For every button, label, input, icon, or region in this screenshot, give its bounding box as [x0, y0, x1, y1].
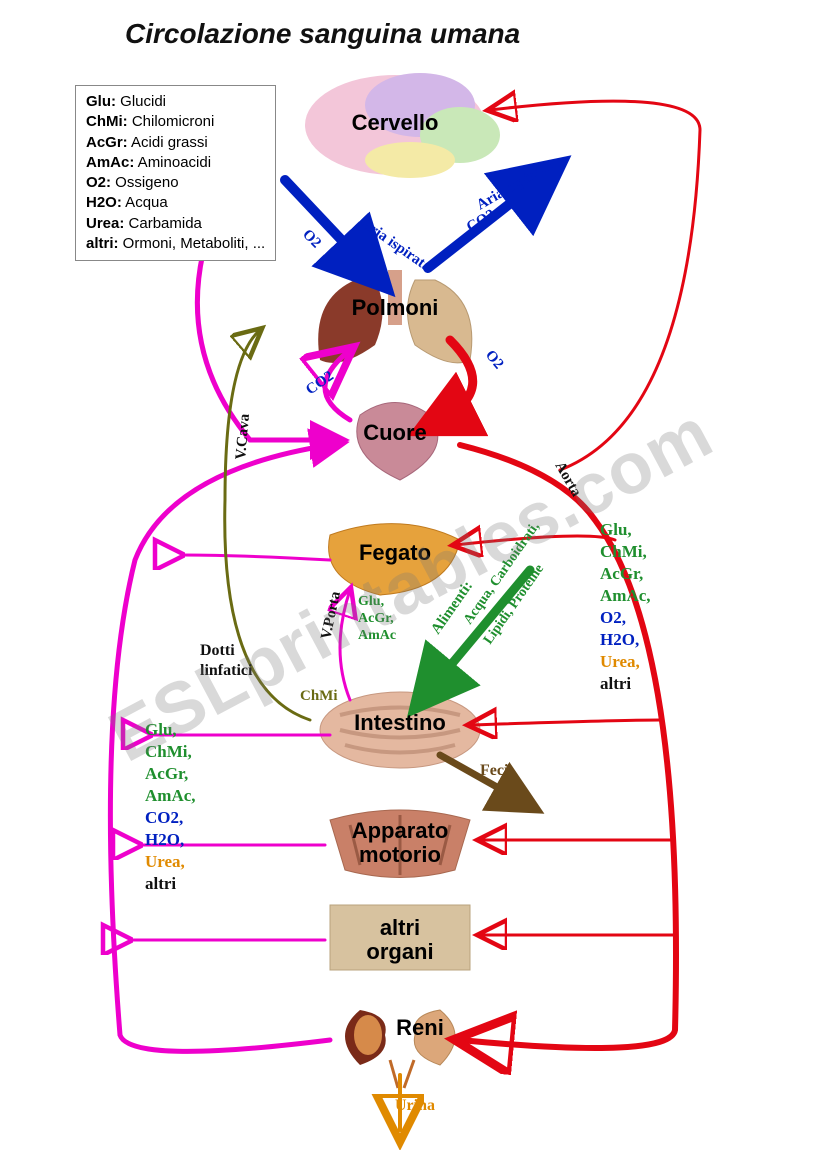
page-title: Circolazione sanguina umana	[125, 18, 520, 50]
right-stack-line: O2,	[600, 608, 626, 627]
legend-row: ChMi: Chilomicroni	[86, 112, 265, 132]
organ-label-intestino: Intestino	[354, 710, 446, 735]
legend-row: AmAc: Aminoacidi	[86, 153, 265, 173]
legend-row: Glu: Glucidi	[86, 92, 265, 112]
edge-label: AcGr,	[358, 611, 394, 626]
edge-label: Urina	[395, 1097, 435, 1114]
organ-label-reni: Reni	[396, 1015, 444, 1040]
arrow-vporta	[340, 590, 350, 700]
left-stack-line: Urea,	[145, 852, 185, 871]
organ-label-altri: altri	[380, 915, 420, 940]
edge-label: Glu,	[358, 594, 384, 609]
edge-label: ChMi	[300, 688, 338, 704]
organ-label-cuore: Cuore	[363, 420, 427, 445]
legend-row: O2: Ossigeno	[86, 173, 265, 193]
left-stack-line: CO2,	[145, 808, 183, 827]
legend-row: Urea: Carbamida	[86, 214, 265, 234]
right-stack-line: Glu,	[600, 520, 632, 539]
edge-label: O2	[299, 227, 324, 252]
left-stack-line: AcGr,	[145, 764, 188, 783]
arrow-vcava-main	[110, 445, 330, 1051]
edge-label: O2	[482, 347, 507, 372]
organ-label-cervello: Cervello	[352, 110, 439, 135]
right-stack-line: Urea,	[600, 652, 640, 671]
organ-label-apparato-2: motorio	[359, 842, 441, 867]
right-stack-line: ChMi,	[600, 542, 647, 561]
organ-label-apparato: Apparato	[352, 818, 449, 843]
edge-label: AmAc	[358, 628, 396, 643]
right-stack-line: AcGr,	[600, 564, 643, 583]
edge-label: Aorta	[552, 459, 585, 500]
edge-label: Feci	[480, 762, 509, 779]
legend-row: H2O: Acqua	[86, 193, 265, 213]
organ-label-fegato: Fegato	[359, 540, 431, 565]
right-stack-line: AmAc,	[600, 586, 651, 605]
legend-row: altri: Ormoni, Metaboliti, ...	[86, 234, 265, 254]
arrow-air-in	[285, 180, 368, 268]
edge-label: Dotti	[200, 642, 235, 659]
left-stack-line: altri	[145, 874, 176, 893]
left-stack-line: H2O,	[145, 830, 184, 849]
edge-label: linfatici	[200, 662, 253, 679]
arrow-aorta-intestino	[470, 720, 660, 725]
arrow-aorta-cervello	[490, 101, 700, 470]
legend-row: AcGr: Acidi grassi	[86, 133, 265, 153]
right-stack-line: H2O,	[600, 630, 639, 649]
legend-box: Glu: GlucidiChMi: ChilomicroniAcGr: Acid…	[75, 85, 276, 261]
arrow-vcava-fegato	[182, 555, 330, 560]
left-stack-line: AmAc,	[145, 786, 196, 805]
left-stack-line: Glu,	[145, 720, 177, 739]
edge-label: V.Cava	[233, 413, 253, 461]
right-stack-line: altri	[600, 674, 631, 693]
left-stack-line: ChMi,	[145, 742, 192, 761]
organ-label-polmoni: Polmoni	[352, 295, 439, 320]
organ-label-altri-2: organi	[366, 939, 433, 964]
